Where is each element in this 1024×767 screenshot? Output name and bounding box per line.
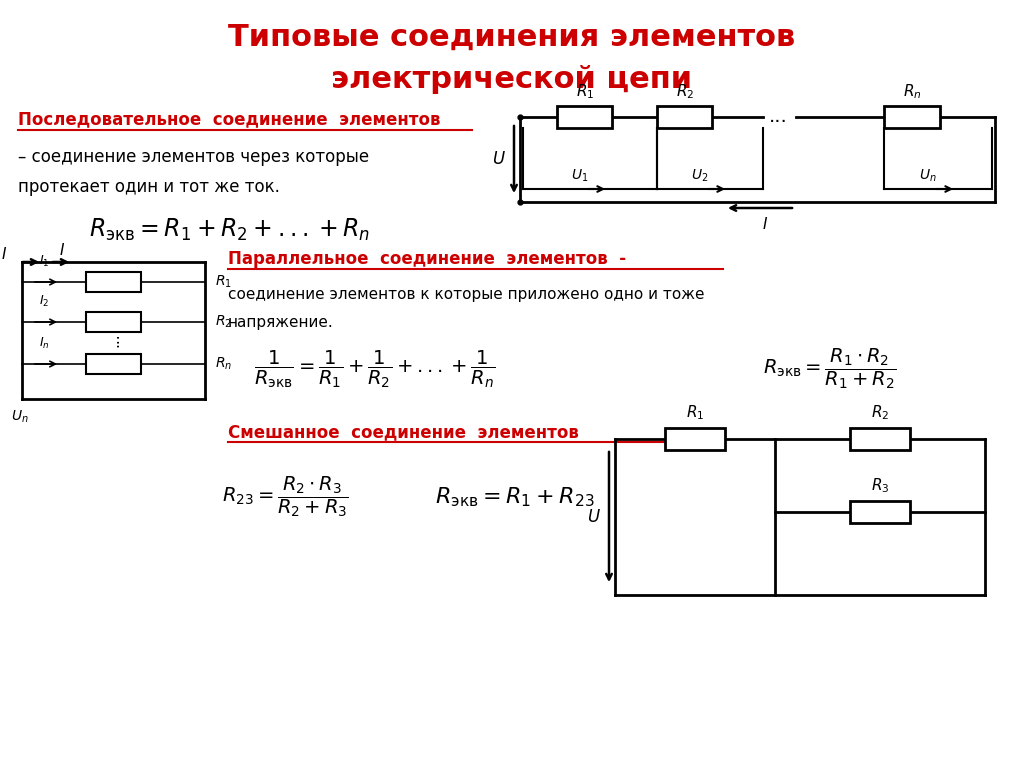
Text: $U_2$: $U_2$ [691, 168, 709, 184]
Text: $R_n$: $R_n$ [215, 356, 232, 372]
Text: $\dfrac{1}{R_{\mathsf{экв}}} = \dfrac{1}{R_1} + \dfrac{1}{R_2} + ... + \dfrac{1}: $\dfrac{1}{R_{\mathsf{экв}}} = \dfrac{1}… [254, 348, 496, 390]
Text: $I_2$: $I_2$ [39, 294, 49, 309]
Text: Смешанное  соединение  элементов: Смешанное соединение элементов [228, 423, 579, 441]
Text: $U_1$: $U_1$ [571, 168, 589, 184]
Text: $R_3$: $R_3$ [870, 476, 889, 495]
Text: U: U [587, 508, 599, 526]
Bar [850, 501, 910, 523]
Text: $U_n$: $U_n$ [920, 168, 937, 184]
Text: $R_{\mathsf{экв}} = R_1 + R_{23}$: $R_{\mathsf{экв}} = R_1 + R_{23}$ [435, 486, 595, 509]
Text: $I$: $I$ [59, 242, 66, 258]
Text: Типовые соединения элементов: Типовые соединения элементов [228, 22, 796, 51]
Text: $I$: $I$ [762, 216, 768, 232]
Text: $I_1$: $I_1$ [39, 254, 49, 269]
Text: $R_1$: $R_1$ [686, 403, 705, 422]
Bar [665, 428, 725, 450]
Bar [86, 272, 141, 292]
Text: $U_n$: $U_n$ [11, 409, 29, 425]
Text: $R_2$: $R_2$ [676, 82, 694, 101]
Text: $I$: $I$ [1, 246, 7, 262]
Text: $R_n$: $R_n$ [903, 82, 922, 101]
Text: соединение элементов к которые приложено одно и тоже: соединение элементов к которые приложено… [228, 288, 705, 302]
Text: Параллельное  соединение  элементов  -: Параллельное соединение элементов - [228, 250, 626, 268]
Text: $R_{\mathsf{экв}} = \dfrac{R_1 \cdot R_2}{R_1 + R_2}$: $R_{\mathsf{экв}} = \dfrac{R_1 \cdot R_2… [763, 347, 897, 391]
Text: $R_2$: $R_2$ [215, 314, 231, 331]
Bar [657, 106, 713, 128]
Bar [850, 428, 910, 450]
Text: ...: ... [106, 333, 121, 347]
Text: напряжение.: напряжение. [228, 314, 334, 330]
Text: ...: ... [769, 107, 787, 127]
Text: $R_2$: $R_2$ [870, 403, 889, 422]
Bar [557, 106, 612, 128]
Text: электрической цепи: электрической цепи [332, 64, 692, 94]
Bar [885, 106, 939, 128]
Text: Последовательное  соединение  элементов: Последовательное соединение элементов [18, 110, 440, 128]
Bar [86, 354, 141, 374]
Text: U: U [492, 150, 504, 169]
Text: $R_1$: $R_1$ [215, 274, 231, 290]
Text: $R_1$: $R_1$ [575, 82, 594, 101]
Text: $I_n$: $I_n$ [39, 336, 49, 351]
Text: – соединение элементов через которые: – соединение элементов через которые [18, 148, 369, 166]
Text: $R_{\mathsf{экв}} = R_1 + R_2 + ... + R_n$: $R_{\mathsf{экв}} = R_1 + R_2 + ... + R_… [89, 217, 371, 243]
Text: протекает один и тот же ток.: протекает один и тот же ток. [18, 178, 280, 196]
Bar [86, 312, 141, 332]
Text: $R_{23} = \dfrac{R_2 \cdot R_3}{R_2 + R_3}$: $R_{23} = \dfrac{R_2 \cdot R_3}{R_2 + R_… [221, 475, 348, 519]
